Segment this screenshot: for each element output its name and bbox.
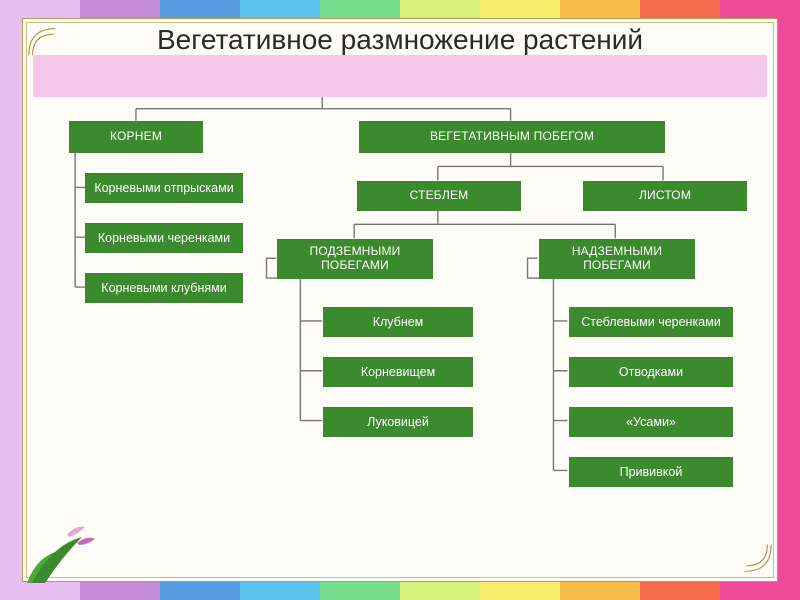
node-stem: СТЕБЛЕМ	[357, 181, 521, 211]
connector-line	[438, 153, 663, 181]
page-title: Вегетативное размножение растений	[33, 25, 767, 56]
node-bulb: Луковицей	[323, 407, 473, 437]
content-frame: Вегетативное размножение растений КОРНЕМ…	[22, 18, 778, 582]
node-stem_cut: Стеблевыми черенками	[569, 307, 733, 337]
connector-line	[354, 210, 615, 238]
node-tuber: Клубнем	[323, 307, 473, 337]
connector-line	[300, 278, 322, 420]
node-over_shoot: НАДЗЕМНЫМИ ПОБЕГАМИ	[539, 239, 695, 279]
corner-flourish-icon	[737, 541, 775, 579]
title-bar: Вегетативное размножение растений	[33, 25, 767, 56]
node-under_shoot: ПОДЗЕМНЫМИ ПОБЕГАМИ	[277, 239, 433, 279]
node-layering: Отводками	[569, 357, 733, 387]
node-root_cut: Корневыми черенками	[85, 223, 243, 253]
node-grafting: Прививкой	[569, 457, 733, 487]
node-rhizome: Корневищем	[323, 357, 473, 387]
node-runners: «Усами»	[569, 407, 733, 437]
node-veg_shoot: ВЕГЕТАТИВНЫМ ПОБЕГОМ	[359, 121, 665, 153]
node-leaf: ЛИСТОМ	[583, 181, 747, 211]
node-root_tuber: Корневыми клубнями	[85, 273, 243, 303]
node-root_by: КОРНЕМ	[69, 121, 203, 153]
title-background	[33, 55, 767, 97]
connector-line	[75, 153, 85, 288]
connector-line	[553, 278, 567, 470]
leaf-decoration-icon	[17, 515, 107, 585]
node-root_offspr: Корневыми отпрысками	[85, 173, 243, 203]
